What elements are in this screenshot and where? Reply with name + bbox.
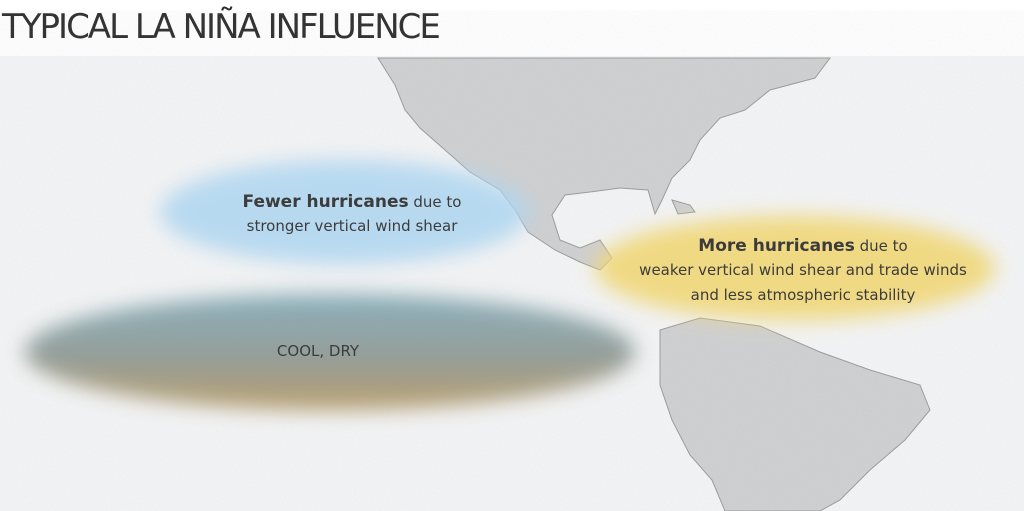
more-hurricanes-zone: [595, 216, 995, 320]
more-hurricanes-line1: More hurricanes due to: [698, 236, 907, 256]
more-hurricanes-line2: weaker vertical wind shear and trade win…: [639, 261, 967, 279]
more-hurricanes-bold: More hurricanes: [698, 236, 855, 256]
title: TYPICAL LA NIÑA INFLUENCE: [1, 7, 439, 47]
more-hurricanes-line3: and less atmospheric stability: [691, 286, 916, 304]
fewer-hurricanes-rest: due to: [409, 193, 462, 211]
more-hurricanes-rest: due to: [855, 237, 908, 255]
fewer-hurricanes-zone: [160, 160, 530, 264]
fewer-hurricanes-bold: Fewer hurricanes: [243, 192, 409, 212]
cool-dry-label: COOL, DRY: [277, 342, 360, 360]
fewer-hurricanes-line1: Fewer hurricanes due to: [243, 192, 462, 212]
fewer-hurricanes-line2: stronger vertical wind shear: [247, 217, 459, 235]
cool-dry-zone: [25, 294, 635, 410]
